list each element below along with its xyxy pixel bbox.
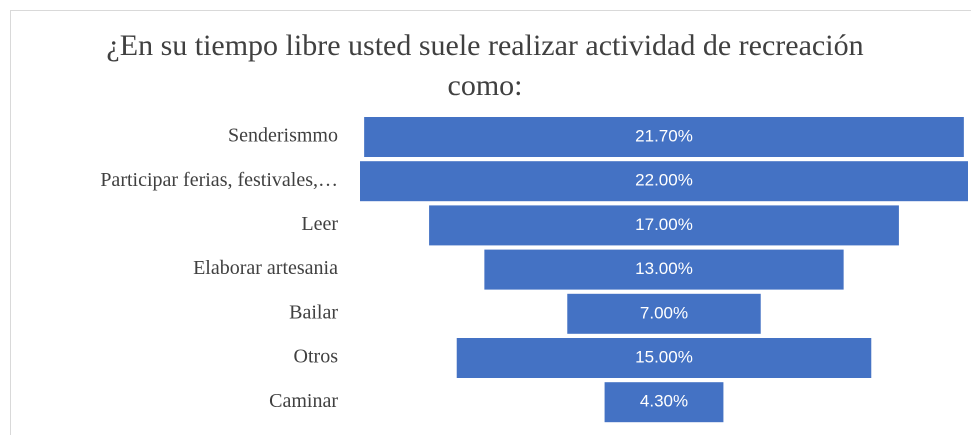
data-label: 7.00%	[640, 303, 688, 322]
funnel-bar	[364, 117, 964, 157]
chart-border	[10, 10, 971, 435]
category-label: Caminar	[269, 390, 338, 412]
category-label: Elaborar artesania	[193, 257, 338, 279]
data-label: 15.00%	[635, 347, 693, 366]
data-label: 22.00%	[635, 171, 693, 190]
funnel-bar	[360, 161, 968, 202]
category-label: Bailar	[289, 301, 338, 323]
data-label: 4.30%	[640, 392, 688, 411]
funnel-bar	[567, 293, 761, 334]
data-label: 13.00%	[635, 259, 693, 278]
title-line: como:	[448, 69, 523, 102]
title-line: ¿En su tiempo libre usted suele realizar…	[106, 29, 863, 62]
data-label: 17.00%	[635, 215, 693, 234]
funnel-bar	[456, 338, 872, 378]
category-label: Senderismmo	[228, 125, 338, 147]
funnel-bar	[429, 205, 899, 246]
funnel-bar	[604, 382, 724, 423]
category-label: Participar ferias, festivales,…	[100, 169, 338, 191]
category-label: Otros	[294, 346, 339, 368]
chart-title: ¿En su tiempo libre usted suele realizar…	[106, 29, 863, 102]
category-label: Leer	[301, 213, 338, 235]
data-label: 21.70%	[635, 126, 693, 145]
funnel-bar	[484, 249, 844, 290]
